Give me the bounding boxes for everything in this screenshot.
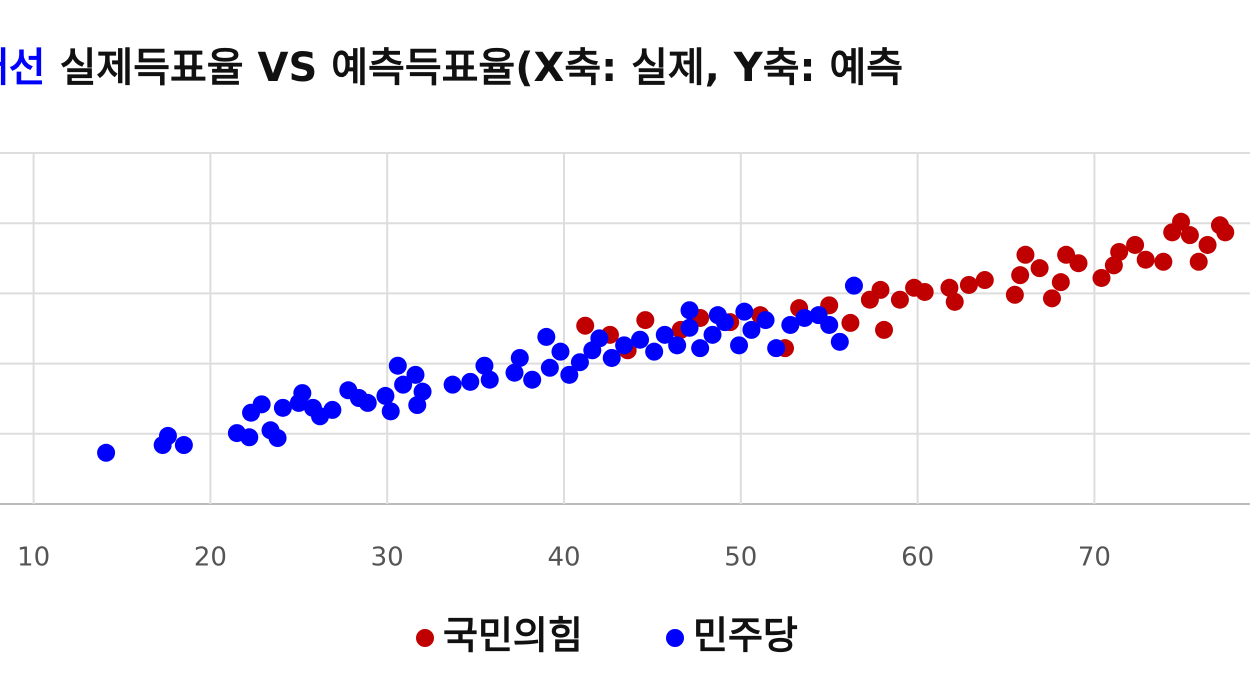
grid: 10 20 30 40 50 60 70 xyxy=(0,152,1250,573)
point xyxy=(795,308,814,327)
point xyxy=(1126,235,1145,254)
point xyxy=(413,382,432,401)
legend-marker xyxy=(666,629,684,647)
point xyxy=(323,400,342,419)
point xyxy=(645,342,664,361)
point xyxy=(590,329,609,348)
point xyxy=(890,290,909,309)
chart-title: 대선 실제득표율 VS 예측득표율(X축: 실제, Y축: 예측 xyxy=(0,45,903,91)
point xyxy=(631,330,650,349)
x-tick-label: 40 xyxy=(547,543,580,573)
point xyxy=(475,356,494,375)
point xyxy=(781,315,800,334)
point xyxy=(1051,273,1070,292)
point xyxy=(602,348,621,367)
x-tick-label: 10 xyxy=(17,543,50,573)
point xyxy=(636,311,655,330)
point xyxy=(680,301,699,320)
points xyxy=(97,212,1235,462)
point xyxy=(576,316,595,335)
point xyxy=(376,386,395,405)
point xyxy=(1110,242,1129,261)
point xyxy=(1011,266,1030,285)
title-prefix: 대선 xyxy=(0,45,46,91)
point xyxy=(691,339,710,358)
point xyxy=(1136,250,1155,269)
point xyxy=(735,302,754,321)
point xyxy=(97,443,116,462)
x-tick-label: 50 xyxy=(724,543,757,573)
point xyxy=(975,271,994,290)
point xyxy=(756,311,775,330)
point xyxy=(1016,245,1035,264)
point xyxy=(708,306,727,325)
legend-marker xyxy=(416,629,434,647)
point xyxy=(703,325,722,344)
legend: 국민의힘 민주당 xyxy=(416,614,798,658)
point xyxy=(844,276,863,295)
point xyxy=(680,318,699,337)
point xyxy=(871,280,890,299)
point xyxy=(240,428,259,447)
point xyxy=(830,332,849,351)
point xyxy=(388,356,407,375)
point xyxy=(730,336,749,355)
point xyxy=(540,358,559,377)
point xyxy=(273,398,292,417)
point xyxy=(570,353,589,372)
point xyxy=(1198,235,1217,254)
point xyxy=(915,282,934,301)
point xyxy=(940,278,959,297)
point xyxy=(1154,252,1173,271)
point xyxy=(820,315,839,334)
point xyxy=(293,384,312,403)
point xyxy=(959,275,978,294)
point xyxy=(1069,254,1088,273)
point xyxy=(461,372,480,391)
point xyxy=(742,320,761,339)
point xyxy=(174,436,193,455)
point xyxy=(841,313,860,332)
point xyxy=(406,365,425,384)
point xyxy=(1216,223,1235,242)
point xyxy=(443,375,462,394)
point xyxy=(381,402,400,421)
point xyxy=(945,292,964,311)
legend-label: 국민의힘 xyxy=(443,614,583,658)
point xyxy=(551,342,570,361)
point xyxy=(1042,289,1061,308)
point xyxy=(1030,259,1049,278)
x-tick-label: 60 xyxy=(901,543,934,573)
x-tick-label: 70 xyxy=(1078,543,1111,573)
point xyxy=(394,375,413,394)
point xyxy=(252,395,271,414)
point xyxy=(358,393,377,412)
point xyxy=(510,348,529,367)
point xyxy=(767,339,786,358)
title-main: 실제득표율 VS 예측득표율(X축: 실제, Y축: 예측 xyxy=(60,45,903,91)
point xyxy=(668,336,687,355)
point xyxy=(1189,252,1208,271)
x-tick-label: 30 xyxy=(371,543,404,573)
point xyxy=(1092,268,1111,287)
point xyxy=(1180,226,1199,245)
point xyxy=(505,363,524,382)
point xyxy=(158,426,177,445)
point xyxy=(268,429,287,448)
point xyxy=(1005,285,1024,304)
x-tick-label: 20 xyxy=(194,543,227,573)
legend-label: 민주당 xyxy=(693,614,798,658)
point xyxy=(655,325,674,344)
point xyxy=(875,320,894,339)
point xyxy=(560,365,579,384)
point xyxy=(523,370,542,389)
point xyxy=(1172,212,1191,231)
point xyxy=(480,370,499,389)
point xyxy=(615,336,634,355)
point xyxy=(537,327,556,346)
